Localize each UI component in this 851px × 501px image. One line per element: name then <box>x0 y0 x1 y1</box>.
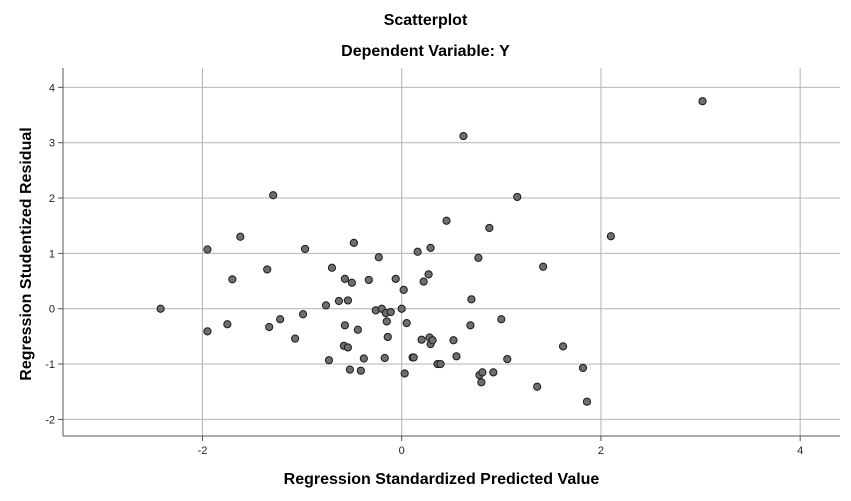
data-point <box>343 343 352 352</box>
data-point <box>466 321 475 330</box>
data-point <box>606 232 615 241</box>
data-point <box>347 278 356 287</box>
data-point <box>397 304 406 313</box>
data-point <box>291 334 300 343</box>
data-point <box>383 332 392 342</box>
data-point <box>497 315 506 324</box>
data-point <box>485 223 494 233</box>
data-point <box>426 243 435 252</box>
data-point <box>539 262 548 271</box>
data-point <box>334 296 344 306</box>
plot-area-frame <box>63 68 840 436</box>
data-point <box>353 325 362 334</box>
data-point <box>156 304 165 313</box>
data-point <box>364 275 373 285</box>
data-point <box>402 319 411 328</box>
x-tick-label: -2 <box>198 445 208 457</box>
data-point <box>417 335 426 344</box>
data-point <box>340 274 350 283</box>
data-point <box>203 245 212 254</box>
data-point <box>380 353 389 363</box>
data-point <box>386 307 395 317</box>
data-point <box>452 352 461 361</box>
data-point <box>263 265 272 274</box>
data-point <box>478 368 487 377</box>
y-axis-title: Regression Studentized Residual <box>18 127 35 380</box>
data-point <box>513 192 522 202</box>
data-point <box>298 310 308 319</box>
data-point <box>442 216 451 225</box>
data-point <box>424 270 433 279</box>
data-point <box>349 238 358 247</box>
chart-title: Scatterplot <box>383 12 468 29</box>
data-point <box>399 285 408 295</box>
data-point <box>503 354 512 364</box>
x-tick-label: 2 <box>598 445 604 457</box>
data-point <box>391 274 400 283</box>
data-point <box>419 277 428 286</box>
data-point <box>203 327 212 336</box>
data-point <box>228 275 237 284</box>
data-point <box>300 244 310 254</box>
data-point <box>400 369 409 378</box>
y-tick-label: 2 <box>49 193 55 205</box>
x-tick-label: 0 <box>399 445 405 457</box>
data-point <box>236 232 245 241</box>
data-point <box>413 247 422 256</box>
data-points <box>156 97 707 406</box>
data-point <box>489 368 498 377</box>
data-point <box>321 301 331 310</box>
data-point <box>467 295 476 304</box>
data-point <box>436 359 445 369</box>
data-point <box>382 317 391 326</box>
y-tick-label: -1 <box>45 359 55 371</box>
data-point <box>474 253 483 262</box>
data-point <box>558 342 568 351</box>
data-point <box>324 356 334 365</box>
axis-ticks: -2 -1 0 1 2 3 4 -2 0 2 4 <box>45 68 840 457</box>
data-point <box>428 336 437 345</box>
data-point <box>698 97 707 106</box>
data-point <box>356 366 365 375</box>
data-point <box>340 321 350 330</box>
data-point <box>276 315 285 324</box>
y-tick-label: 3 <box>49 138 55 150</box>
x-axis-title: Regression Standardized Predicted Value <box>284 471 600 488</box>
data-point <box>327 263 337 272</box>
data-point <box>459 131 468 141</box>
data-point <box>345 365 354 374</box>
data-point <box>343 296 352 305</box>
data-point <box>265 322 274 332</box>
chart-subtitle: Dependent Variable: Y <box>341 43 510 60</box>
data-point <box>223 320 232 329</box>
y-tick-label: 1 <box>49 248 55 260</box>
data-point <box>359 354 368 363</box>
data-point <box>533 382 542 391</box>
y-tick-label: -2 <box>45 414 55 426</box>
data-point <box>269 191 278 200</box>
data-point <box>578 363 588 373</box>
data-point <box>449 336 458 345</box>
data-point <box>582 397 592 406</box>
data-point <box>374 253 383 262</box>
data-point <box>477 378 486 387</box>
data-point <box>409 353 418 362</box>
grid-lines <box>63 68 840 436</box>
x-tick-label: 4 <box>797 445 803 457</box>
y-tick-label: 4 <box>49 82 55 94</box>
y-tick-label: 0 <box>49 304 55 316</box>
